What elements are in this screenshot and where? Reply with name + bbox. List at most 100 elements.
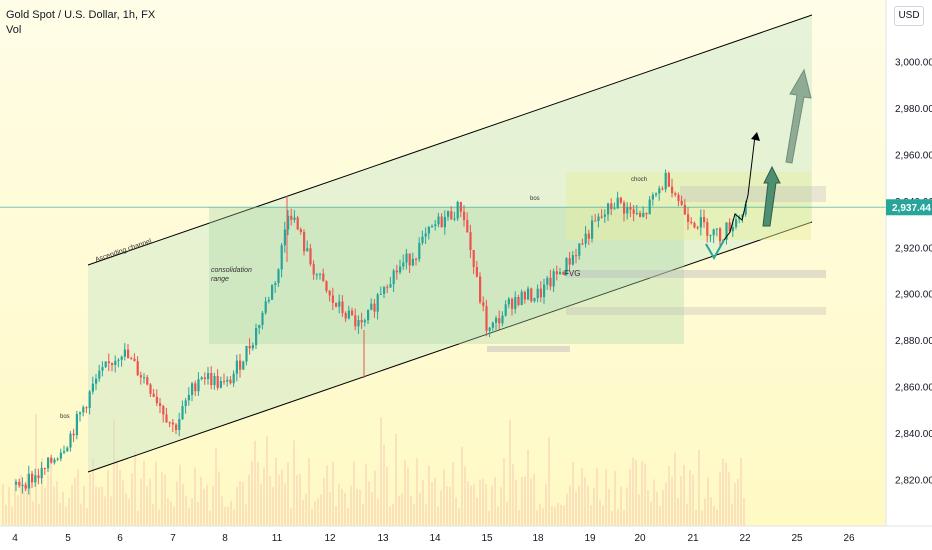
- volume-bar: [284, 483, 286, 526]
- candle-body: [37, 475, 40, 479]
- candle-body: [197, 379, 200, 392]
- time-tick-label: 6: [117, 533, 123, 544]
- symbol-title[interactable]: Gold Spot / U.S. Dollar, 1h, FX: [6, 9, 156, 21]
- candle-body: [683, 204, 686, 215]
- candle-body: [651, 194, 654, 200]
- candle-body: [162, 405, 165, 415]
- volume-bar: [656, 492, 658, 526]
- volume-bar: [215, 447, 217, 526]
- candle-body: [395, 270, 398, 273]
- candle-body: [85, 407, 88, 409]
- volume-bar: [533, 473, 535, 526]
- candle-body: [511, 298, 514, 309]
- candle-body: [728, 222, 731, 232]
- grey-up-arrow: [785, 68, 812, 164]
- volume-bar: [206, 484, 208, 526]
- volume-bar: [509, 419, 511, 526]
- volume-bar: [716, 509, 718, 526]
- volume-bar: [335, 506, 337, 526]
- candle-body: [24, 484, 27, 489]
- candle-body: [546, 277, 549, 285]
- volume-bar: [356, 488, 358, 526]
- volume-bar: [620, 486, 622, 526]
- candle-body: [133, 358, 136, 362]
- candle-body: [472, 249, 475, 268]
- candle-body: [703, 217, 706, 223]
- candle-body: [274, 283, 277, 286]
- volume-bar: [539, 504, 541, 526]
- candle-body: [491, 322, 494, 328]
- candle-body: [338, 301, 341, 307]
- candle-body: [418, 242, 421, 260]
- volume-bar: [431, 481, 433, 526]
- current-price-badge[interactable]: [886, 199, 932, 216]
- candle-body: [408, 253, 411, 266]
- volume-bar: [137, 510, 139, 526]
- volume-bar: [485, 483, 487, 526]
- volume-bar: [641, 461, 643, 526]
- volume-bar: [416, 458, 418, 526]
- time-tick-label: 4: [12, 533, 18, 544]
- volume-bar: [248, 474, 250, 526]
- volume-bar: [212, 486, 214, 526]
- volume-bar: [740, 457, 742, 526]
- candle-body: [466, 220, 469, 233]
- volume-bar: [479, 479, 481, 526]
- volume-bar: [149, 478, 151, 526]
- volume-bar: [395, 433, 397, 526]
- volume-bar: [467, 481, 469, 526]
- volume-bar: [272, 486, 274, 526]
- volume-bar: [158, 509, 160, 526]
- candle-body: [181, 406, 184, 420]
- time-tick-label: 8: [222, 533, 228, 544]
- volume-bar: [683, 464, 685, 526]
- volume-bar: [653, 479, 655, 526]
- volume-bar: [482, 478, 484, 526]
- volume-bar: [437, 506, 439, 526]
- volume-bar: [20, 474, 22, 526]
- candle-body: [229, 379, 232, 384]
- volume-bar: [230, 500, 232, 526]
- candle-body: [331, 295, 334, 303]
- candle-body: [543, 284, 546, 298]
- candle-body: [56, 458, 59, 460]
- candle-body: [616, 197, 619, 209]
- volume-bar: [434, 477, 436, 526]
- volume-bar: [632, 457, 634, 526]
- volume-bar: [587, 485, 589, 526]
- resistance-band: [680, 186, 826, 202]
- volume-bar: [302, 499, 304, 526]
- volume-bar: [23, 483, 25, 526]
- volume-bar: [155, 461, 157, 526]
- volume-bar: [617, 509, 619, 526]
- volume-bar: [455, 497, 457, 526]
- volume-bar: [83, 486, 85, 526]
- candle-body: [568, 258, 571, 265]
- volume-bar: [173, 506, 175, 526]
- candle-body: [501, 315, 504, 324]
- volume-bar: [623, 510, 625, 526]
- channel-lower-line: [87, 221, 813, 473]
- candle-body: [575, 255, 578, 257]
- price-tick-label: 2,980.00: [895, 104, 932, 115]
- candle-body: [690, 221, 693, 224]
- volume-bar: [92, 458, 94, 526]
- volume-bar: [188, 507, 190, 526]
- candle-body: [251, 345, 254, 349]
- candle-body: [117, 359, 120, 361]
- currency-button[interactable]: USD: [894, 6, 924, 26]
- candle-body: [402, 262, 405, 267]
- volume-bar: [458, 508, 460, 526]
- candle-body: [79, 412, 82, 415]
- volume-bar: [8, 486, 10, 526]
- time-tick-label: 26: [843, 533, 855, 544]
- candle-body: [347, 310, 350, 319]
- candle-body: [184, 400, 187, 407]
- candle-body: [171, 422, 174, 425]
- time-tick-label: 11: [272, 533, 283, 544]
- volume-indicator-label[interactable]: Vol: [6, 24, 22, 36]
- volume-bar: [191, 498, 193, 526]
- volume-bar: [578, 485, 580, 526]
